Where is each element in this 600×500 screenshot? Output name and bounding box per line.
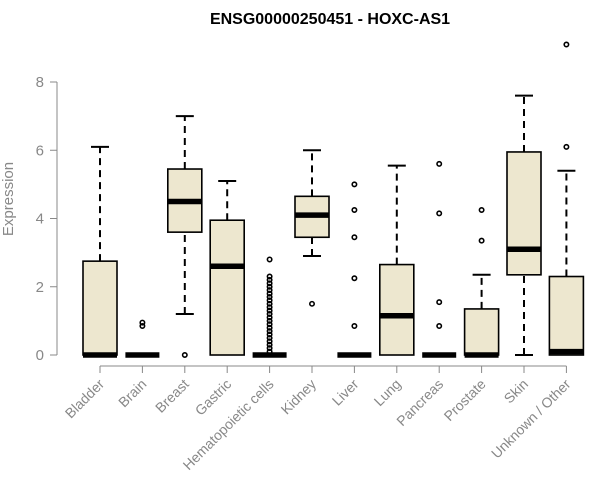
outlier-point: [436, 322, 443, 329]
outlier-point: [308, 300, 315, 307]
outlier-point: [266, 345, 273, 352]
box-liver: [337, 181, 372, 358]
outlier-point: [266, 276, 273, 283]
outlier-point: [266, 317, 273, 324]
box-unknown-other: [548, 41, 585, 356]
outlier-point: [351, 322, 358, 329]
chart-title: ENSG00000250451 - HOXC-AS1: [210, 11, 450, 28]
box-bladder: [82, 145, 118, 358]
box-series: [82, 41, 585, 358]
outlier-point: [351, 206, 358, 213]
box-iqr: [82, 260, 118, 356]
x-tick-label: Kidney: [278, 376, 320, 418]
outlier-point: [139, 319, 146, 326]
y-tick-label: 8: [36, 74, 44, 91]
outlier-point: [266, 287, 273, 294]
y-tick-label: 2: [36, 279, 44, 296]
box-skin: [506, 94, 542, 356]
outlier-point: [266, 314, 273, 321]
box-hematopoietic-cells: [252, 256, 287, 358]
outlier-point: [266, 290, 273, 297]
outlier-point: [266, 331, 273, 338]
outlier-point: [563, 41, 570, 48]
outlier-point: [266, 283, 273, 290]
y-tick-label: 6: [36, 142, 44, 159]
outlier-point: [181, 351, 188, 358]
box-brain: [125, 319, 160, 358]
box-iqr: [463, 308, 500, 356]
y-axis-label: Expression: [0, 162, 17, 236]
box-iqr: [506, 151, 542, 276]
outlier-point: [266, 256, 273, 263]
box-kidney: [294, 149, 330, 307]
outlier-point: [478, 206, 485, 213]
outlier-point: [436, 160, 443, 167]
x-tick-label: Pancreas: [393, 376, 446, 429]
x-tick-label: Lung: [371, 376, 404, 409]
x-tick-label: Breast: [152, 376, 192, 416]
box-breast: [167, 115, 203, 358]
outlier-point: [351, 275, 358, 282]
outlier-point: [266, 348, 273, 355]
outlier-point: [266, 321, 273, 328]
outlier-point: [266, 324, 273, 331]
y-tick-label: 4: [36, 211, 44, 228]
outlier-point: [139, 322, 146, 329]
outlier-point: [266, 304, 273, 311]
outlier-point: [563, 143, 570, 150]
outlier-point: [351, 181, 358, 188]
x-tick-label: Bladder: [62, 376, 108, 422]
outlier-point: [266, 307, 273, 314]
outlier-point: [266, 338, 273, 345]
outlier-point: [436, 210, 443, 217]
outlier-point: [266, 311, 273, 318]
outlier-point: [266, 297, 273, 304]
outlier-point: [266, 328, 273, 335]
outlier-point: [266, 334, 273, 341]
y-axis: 0 2 4 6 8: [36, 74, 58, 364]
box-iqr: [378, 263, 415, 356]
x-tick-label: Prostate: [441, 376, 489, 424]
box-gastric: [209, 179, 245, 356]
box-iqr: [209, 219, 245, 356]
outlier-point: [266, 341, 273, 348]
x-tick-label: Skin: [501, 376, 532, 407]
y-tick-label: 0: [36, 347, 44, 364]
outlier-point: [351, 234, 358, 241]
box-iqr: [548, 275, 585, 356]
outlier-point: [266, 273, 273, 280]
box-pancreas: [422, 160, 457, 358]
outlier-point: [266, 300, 273, 307]
outlier-point: [266, 293, 273, 300]
x-tick-label: Brain: [115, 376, 149, 410]
x-tick-label: Unknown / Other: [488, 376, 574, 462]
outlier-point: [266, 280, 273, 287]
outlier-point: [436, 299, 443, 306]
box-lung: [378, 164, 415, 356]
outlier-point: [478, 237, 485, 244]
x-tick-label: Liver: [329, 376, 362, 409]
box-prostate: [463, 206, 500, 358]
